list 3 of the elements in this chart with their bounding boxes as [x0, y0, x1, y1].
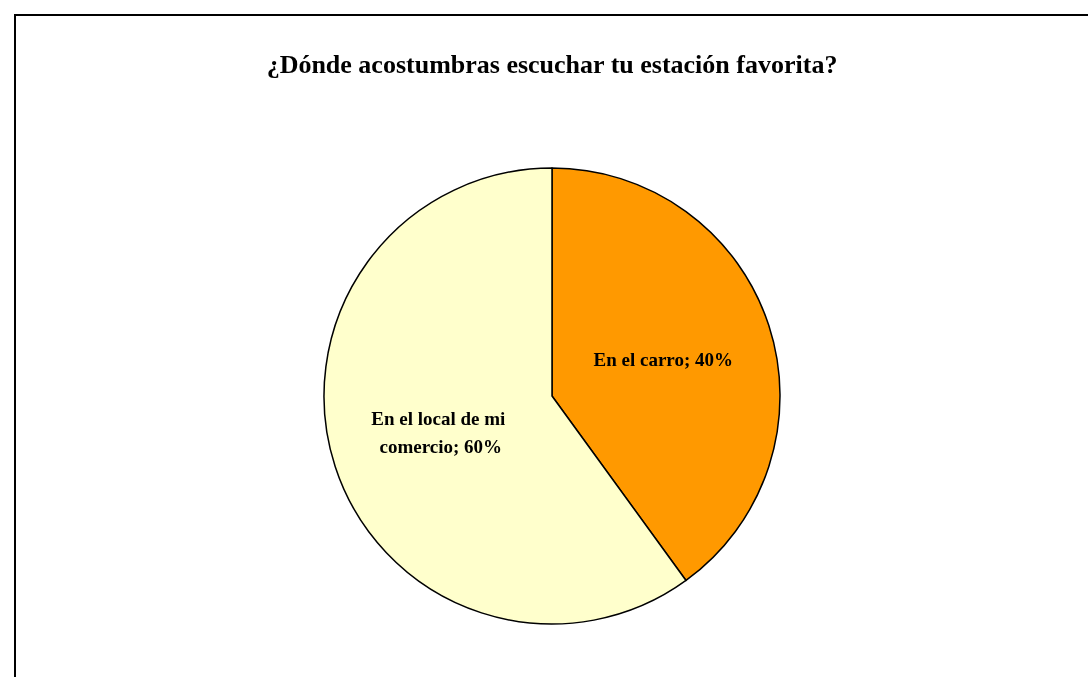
slice-label: En el carro; 40%: [593, 349, 734, 371]
slice-label: En el local de mi comercio; 60%: [371, 407, 511, 457]
chart-title: ¿Dónde acostumbras escuchar tu estación favorita?: [266, 49, 838, 79]
